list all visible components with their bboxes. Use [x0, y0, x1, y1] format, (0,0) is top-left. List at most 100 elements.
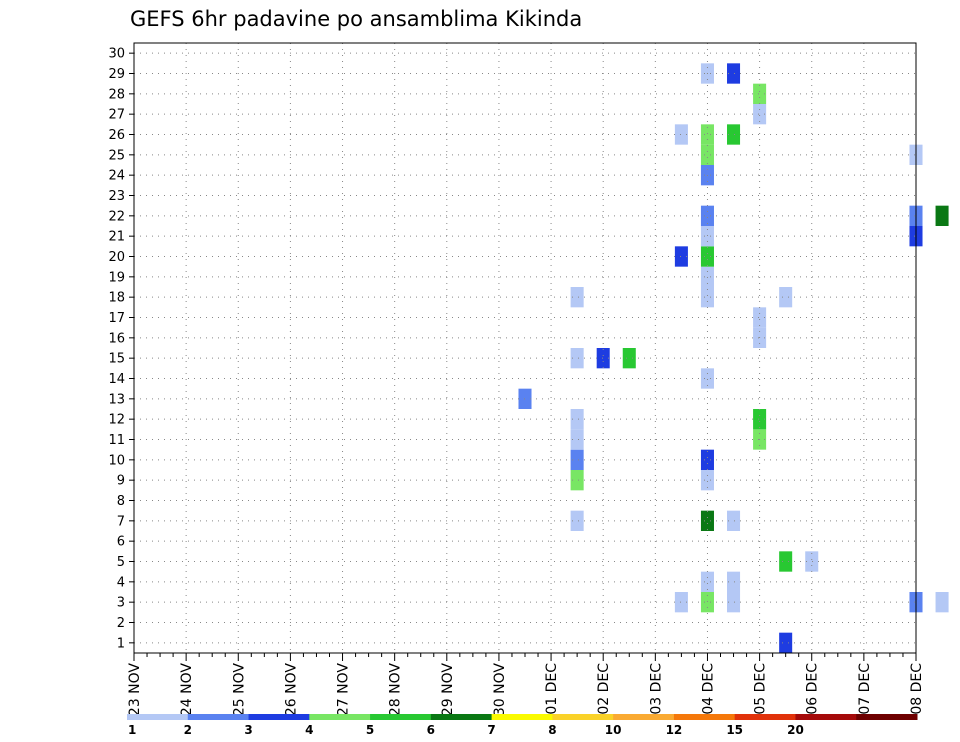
- precip-cell: [700, 368, 714, 389]
- precip-cell: [779, 287, 793, 308]
- y-tick-label: 21: [108, 230, 125, 245]
- legend-swatch: [856, 714, 918, 720]
- x-date-label: 08 DEC: [909, 663, 925, 715]
- x-date-label: 04 DEC: [700, 663, 716, 715]
- precip-cell: [700, 266, 714, 287]
- precip-cell: [674, 246, 688, 267]
- y-tick-label: 22: [108, 209, 125, 224]
- precip-cell: [596, 348, 610, 369]
- legend-label: 6: [427, 723, 435, 737]
- y-tick-label: 30: [108, 47, 125, 62]
- y-tick-label: 2: [117, 616, 125, 631]
- precip-cell: [779, 632, 793, 653]
- legend-label: 2: [184, 723, 192, 737]
- legend-swatch: [309, 714, 371, 720]
- y-tick-label: 13: [108, 392, 125, 407]
- color-legend: 1 2 3 4 5 6 7 8 10 12 15 20: [127, 714, 918, 737]
- x-axis: 23 NOV 24 NOV 25 NOV 26 NOV 27 NOV 28 NOV 29 N…: [127, 653, 925, 716]
- precip-cell: [935, 205, 949, 226]
- legend-swatch: [370, 714, 432, 720]
- x-date-label: 24 NOV: [179, 663, 195, 717]
- precip-cell: [935, 592, 949, 613]
- y-tick-label: 28: [108, 87, 125, 102]
- precip-cell: [700, 205, 714, 226]
- y-tick-label: 5: [117, 555, 125, 570]
- x-date-label: 02 DEC: [596, 663, 612, 715]
- y-tick-label: 18: [108, 291, 125, 306]
- y-tick-label: 11: [108, 433, 125, 448]
- y-axis: 1234567891011121314151617181920212223242…: [108, 47, 134, 651]
- legend-label: 10: [605, 723, 622, 737]
- y-tick-label: 24: [108, 169, 125, 184]
- legend-label: 15: [726, 723, 743, 737]
- legend-swatch: [248, 714, 310, 720]
- precip-cell: [570, 449, 584, 470]
- precip-cell: [753, 409, 767, 430]
- x-date-label: 27 NOV: [336, 663, 352, 717]
- grid-layer: [134, 43, 916, 653]
- precip-cell: [700, 449, 714, 470]
- y-tick-label: 3: [117, 596, 125, 611]
- precip-cell: [570, 409, 584, 430]
- y-tick-label: 27: [108, 108, 125, 123]
- legend-swatch: [673, 714, 736, 720]
- y-tick-label: 26: [108, 128, 125, 143]
- legend-swatch: [187, 714, 250, 720]
- precip-cell: [753, 104, 767, 125]
- precip-cell: [700, 510, 714, 531]
- y-tick-label: 7: [117, 514, 125, 529]
- y-tick-label: 14: [108, 372, 125, 387]
- x-date-label: 23 NOV: [127, 663, 143, 717]
- x-date-label: 01 DEC: [544, 663, 560, 715]
- precip-cell: [727, 124, 741, 145]
- precip-cell: [727, 592, 741, 613]
- precip-cell: [700, 571, 714, 592]
- precip-cell: [570, 510, 584, 531]
- y-tick-label: 23: [108, 189, 125, 204]
- y-tick-label: 8: [117, 494, 125, 509]
- y-tick-label: 20: [108, 250, 125, 265]
- legend-label: 3: [244, 723, 252, 737]
- x-date-label: 25 NOV: [231, 663, 247, 717]
- x-date-label: 06 DEC: [805, 663, 821, 715]
- legend-label: 4: [305, 723, 313, 737]
- precip-cell: [700, 144, 714, 165]
- x-date-label: 07 DEC: [857, 663, 873, 715]
- legend-swatch: [127, 714, 189, 720]
- precip-cell: [779, 551, 793, 572]
- y-tick-label: 12: [108, 413, 125, 428]
- legend-swatch: [491, 714, 553, 720]
- x-date-label: 05 DEC: [753, 663, 769, 715]
- precip-cell: [700, 592, 714, 613]
- y-tick-label: 25: [108, 148, 125, 163]
- y-tick-label: 4: [117, 575, 125, 590]
- precip-cell: [674, 592, 688, 613]
- y-tick-label: 16: [108, 331, 125, 346]
- legend-label: 1: [128, 723, 136, 737]
- chart-title: GEFS 6hr padavine po ansamblima Kikinda: [130, 7, 582, 31]
- precip-cell: [700, 226, 714, 247]
- precip-cell: [727, 571, 741, 592]
- precip-cell: [700, 246, 714, 267]
- x-date-label: 29 NOV: [440, 663, 456, 717]
- x-date-label: 03 DEC: [648, 663, 664, 715]
- y-tick-label: 17: [108, 311, 125, 326]
- x-date-label: 30 NOV: [492, 663, 508, 717]
- precip-cell: [570, 348, 584, 369]
- legend-swatch: [795, 714, 857, 720]
- legend-swatch: [430, 714, 493, 720]
- y-tick-label: 6: [117, 535, 125, 550]
- legend-swatch: [552, 714, 614, 720]
- legend-label: 8: [548, 723, 556, 737]
- y-tick-label: 10: [108, 453, 125, 468]
- precip-cell: [700, 124, 714, 145]
- legend-label: 20: [787, 723, 804, 737]
- cells-layer: [518, 63, 949, 653]
- precip-cell: [674, 124, 688, 145]
- y-tick-label: 1: [117, 636, 125, 651]
- precip-cell: [570, 287, 584, 308]
- precip-cell: [753, 83, 767, 104]
- legend-label: 12: [666, 723, 683, 737]
- precip-cell: [700, 287, 714, 308]
